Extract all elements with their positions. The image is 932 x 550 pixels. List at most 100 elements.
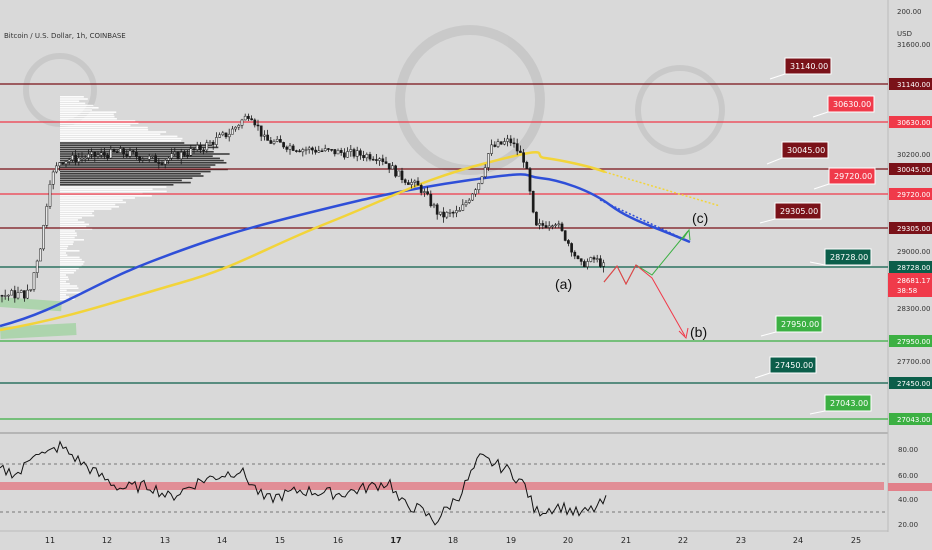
candle[interactable] xyxy=(32,272,36,290)
level-lines[interactable] xyxy=(0,83,888,420)
level-callout-box[interactable] xyxy=(824,248,872,266)
candle[interactable] xyxy=(403,179,407,183)
candle[interactable] xyxy=(183,151,186,156)
candle[interactable] xyxy=(317,150,321,153)
candle[interactable] xyxy=(477,183,481,190)
candle[interactable] xyxy=(327,148,330,150)
candle[interactable] xyxy=(419,185,423,193)
candle[interactable] xyxy=(272,141,276,144)
candle[interactable] xyxy=(467,199,471,203)
candle[interactable] xyxy=(211,141,215,145)
candle[interactable] xyxy=(10,290,13,296)
candles[interactable] xyxy=(0,113,605,303)
candle[interactable] xyxy=(323,148,327,152)
candle[interactable] xyxy=(426,191,429,195)
candle[interactable] xyxy=(45,206,49,226)
candle[interactable] xyxy=(570,243,573,253)
candle[interactable] xyxy=(557,223,561,226)
candle[interactable] xyxy=(352,149,356,157)
candle[interactable] xyxy=(163,160,167,165)
candle[interactable] xyxy=(531,190,535,213)
candle[interactable] xyxy=(579,258,583,262)
candle[interactable] xyxy=(563,230,567,241)
level-callout-box[interactable] xyxy=(824,394,872,412)
candle[interactable] xyxy=(93,151,97,157)
candle[interactable] xyxy=(67,159,71,162)
candle[interactable] xyxy=(384,161,388,164)
candle[interactable] xyxy=(535,211,538,226)
level-callout-box[interactable] xyxy=(769,356,817,374)
candle[interactable] xyxy=(119,148,122,153)
candle[interactable] xyxy=(304,149,308,151)
candle[interactable] xyxy=(522,152,525,163)
candle[interactable] xyxy=(96,154,100,157)
candle[interactable] xyxy=(224,132,228,138)
candle[interactable] xyxy=(170,153,173,159)
candle[interactable] xyxy=(599,258,602,267)
candle[interactable] xyxy=(435,204,439,215)
candle[interactable] xyxy=(368,154,372,160)
candle[interactable] xyxy=(189,148,193,156)
candle[interactable] xyxy=(227,133,231,138)
candle[interactable] xyxy=(295,150,298,152)
candle[interactable] xyxy=(487,153,490,168)
candle[interactable] xyxy=(346,151,349,158)
candle[interactable] xyxy=(202,149,205,152)
candle[interactable] xyxy=(365,154,369,159)
candle[interactable] xyxy=(519,150,522,153)
candle[interactable] xyxy=(330,149,333,151)
candle[interactable] xyxy=(77,157,81,163)
candle[interactable] xyxy=(282,142,285,148)
candle[interactable] xyxy=(231,128,234,135)
candle[interactable] xyxy=(320,150,324,153)
candle[interactable] xyxy=(362,155,365,159)
candle[interactable] xyxy=(275,139,279,142)
candle[interactable] xyxy=(359,150,362,156)
candle[interactable] xyxy=(243,115,247,121)
candle[interactable] xyxy=(586,261,589,267)
candle[interactable] xyxy=(218,134,221,138)
candle[interactable] xyxy=(538,223,541,226)
level-callout-box[interactable] xyxy=(827,95,875,113)
candle[interactable] xyxy=(506,138,509,142)
candle[interactable] xyxy=(400,170,404,181)
candle[interactable] xyxy=(490,144,493,154)
candle[interactable] xyxy=(288,145,292,150)
price-axis[interactable]: 31140.00 30630.00 30045.00 29720.00 29305.00… xyxy=(889,8,932,425)
level-callout-box[interactable] xyxy=(784,57,832,75)
rsi-axis[interactable]: 80.00 60.00 40.00 20.00 xyxy=(888,446,932,529)
candle[interactable] xyxy=(157,161,161,164)
candle[interactable] xyxy=(442,211,445,218)
candle[interactable] xyxy=(336,150,340,155)
candle[interactable] xyxy=(333,149,337,155)
candle[interactable] xyxy=(42,225,45,250)
candle[interactable] xyxy=(250,118,253,121)
candle[interactable] xyxy=(458,210,461,212)
candle[interactable] xyxy=(567,240,570,244)
candle[interactable] xyxy=(269,140,273,144)
candle[interactable] xyxy=(16,292,20,299)
candle[interactable] xyxy=(455,210,458,214)
candle[interactable] xyxy=(339,150,343,153)
candle[interactable] xyxy=(138,156,141,161)
candle[interactable] xyxy=(387,163,391,170)
candle[interactable] xyxy=(496,141,500,147)
candle[interactable] xyxy=(515,143,519,152)
candle[interactable] xyxy=(397,170,401,177)
candle[interactable] xyxy=(23,290,26,299)
candle[interactable] xyxy=(263,134,266,137)
candle[interactable] xyxy=(135,152,138,157)
candle[interactable] xyxy=(90,151,93,155)
candle[interactable] xyxy=(253,119,257,126)
candle[interactable] xyxy=(112,149,116,153)
candle[interactable] xyxy=(195,145,199,150)
candle[interactable] xyxy=(445,212,449,218)
candle[interactable] xyxy=(151,155,154,157)
candle[interactable] xyxy=(416,180,420,186)
candle[interactable] xyxy=(259,125,263,137)
level-callout-box[interactable] xyxy=(775,315,823,333)
candle[interactable] xyxy=(439,211,442,215)
candle[interactable] xyxy=(167,157,170,161)
candle[interactable] xyxy=(391,165,394,170)
